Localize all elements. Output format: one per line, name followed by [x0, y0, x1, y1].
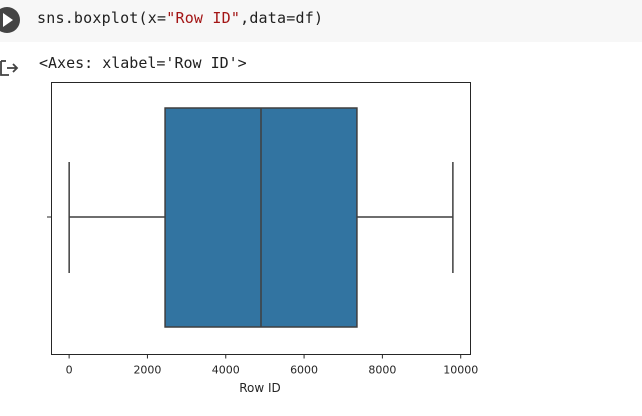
x-ticks: 0 2000 4000 6000 8000 10000 — [66, 354, 478, 377]
x-axis-label: Row ID — [239, 381, 281, 395]
plot-frame — [51, 82, 471, 355]
code-args: ,data=df) — [240, 9, 324, 27]
box-group — [68, 107, 454, 328]
output-arrow-icon — [0, 60, 19, 76]
x-tick-label: 6000 — [290, 364, 318, 377]
code-call: sns.boxplot(x= — [37, 9, 167, 27]
play-icon — [3, 13, 13, 27]
x-tick-label: 2000 — [133, 364, 161, 377]
code-line[interactable]: sns.boxplot(x="Row ID",data=df) — [37, 9, 323, 27]
x-tick-label: 8000 — [368, 364, 396, 377]
code-string: "Row ID" — [166, 9, 241, 27]
code-cell[interactable]: sns.boxplot(x="Row ID",data=df) — [0, 0, 642, 42]
x-tick-label: 4000 — [212, 364, 240, 377]
output-text: <Axes: xlabel='Row ID'> — [39, 54, 247, 72]
x-tick-label: 0 — [66, 364, 73, 377]
run-cell-button[interactable] — [0, 7, 20, 33]
x-tick-label: 10000 — [443, 364, 478, 377]
